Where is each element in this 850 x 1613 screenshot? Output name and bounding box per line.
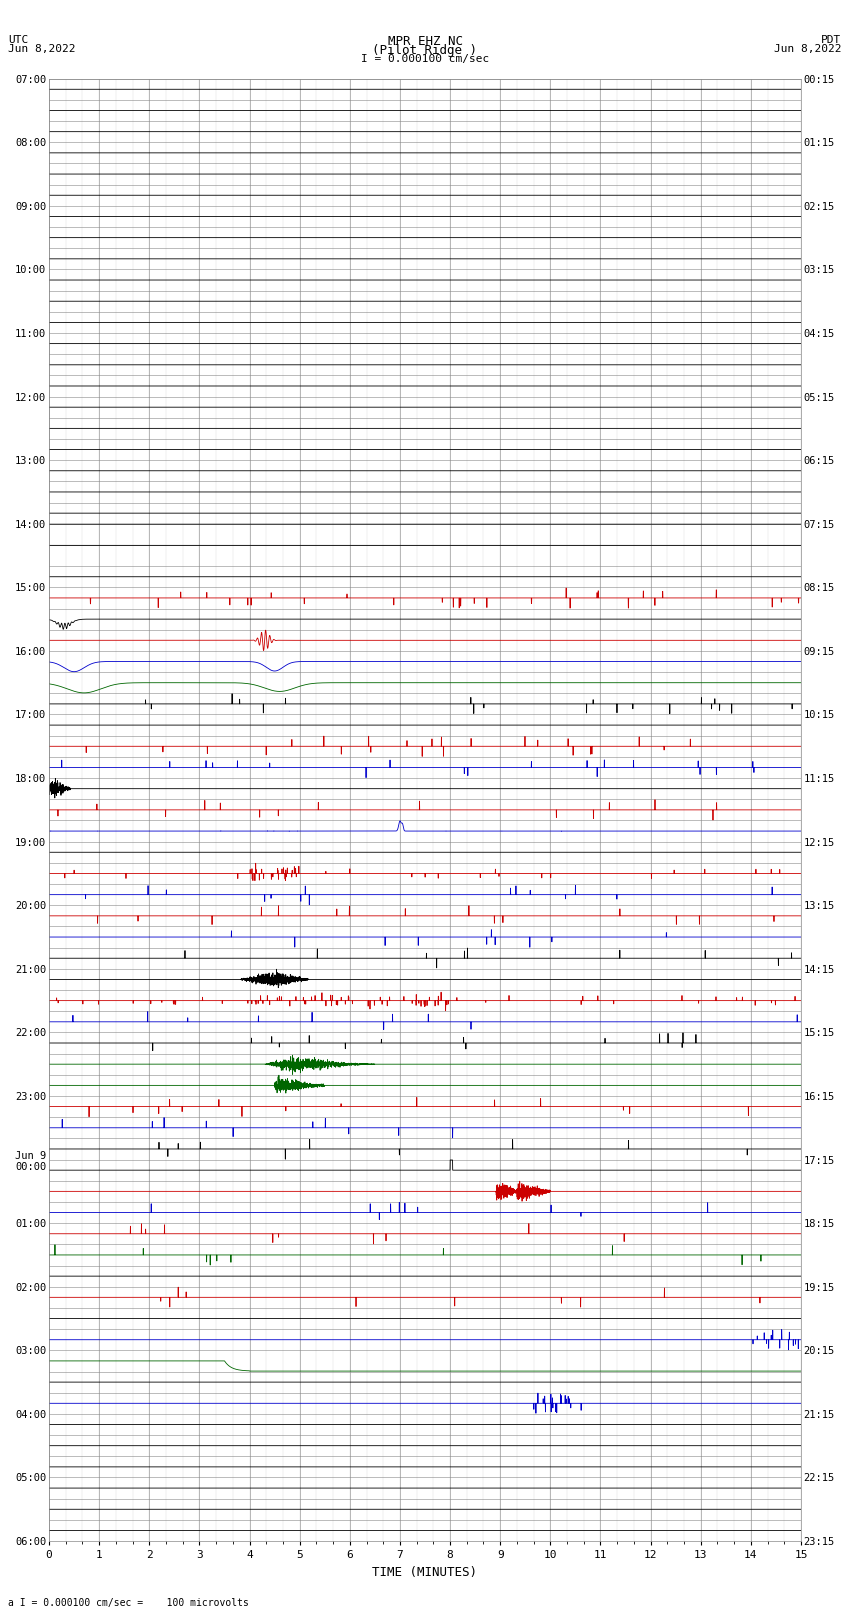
Text: a I = 0.000100 cm/sec =    100 microvolts: a I = 0.000100 cm/sec = 100 microvolts <box>8 1598 249 1608</box>
X-axis label: TIME (MINUTES): TIME (MINUTES) <box>372 1566 478 1579</box>
Text: Jun 8,2022: Jun 8,2022 <box>8 44 76 55</box>
Text: (Pilot Ridge ): (Pilot Ridge ) <box>372 44 478 58</box>
Text: Jun 8,2022: Jun 8,2022 <box>774 44 842 55</box>
Text: I = 0.000100 cm/sec: I = 0.000100 cm/sec <box>361 53 489 65</box>
Text: PDT: PDT <box>821 35 842 45</box>
Text: MPR EHZ NC: MPR EHZ NC <box>388 35 462 48</box>
Text: UTC: UTC <box>8 35 29 45</box>
